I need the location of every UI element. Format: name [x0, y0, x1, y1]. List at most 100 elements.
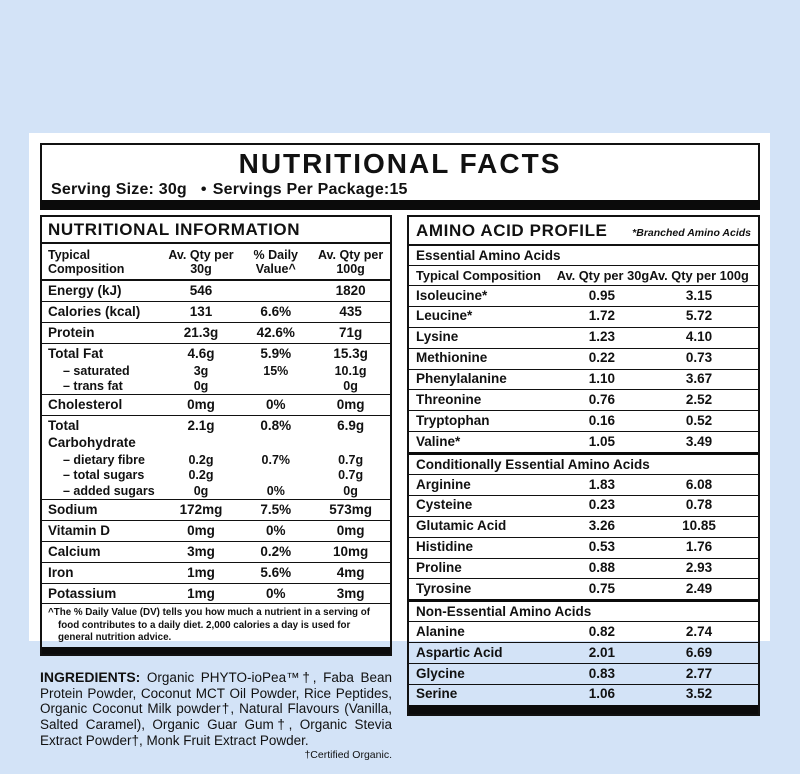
amino-acid-row: Isoleucine* 0.95 3.15	[409, 286, 758, 306]
amino-acid-name: Cysteine	[416, 497, 473, 513]
qty-30g-value: 0g	[193, 483, 209, 498]
amino-acid-row: Arginine 1.83 6.08	[409, 475, 758, 495]
nutrition-row: Vitamin D 0mg 0% 0mg	[42, 519, 390, 541]
amino-qty-100g-value: 4.10	[685, 329, 713, 345]
amino-acid-row: Proline 0.88 2.93	[409, 557, 758, 579]
nutrition-table-body: Energy (kJ) 546 1820 Calories (kcal) 131 6.6%…	[42, 281, 390, 603]
nutrition-row: – added sugars 0g 0% 0g	[42, 484, 390, 499]
amino-qty-30g-value: 0.76	[588, 391, 616, 407]
column-header-typical-composition: Typical Composition	[48, 248, 125, 276]
amino-acid-name: Threonine	[416, 391, 482, 407]
daily-value-percent: 0.2%	[260, 543, 292, 559]
daily-value-percent	[238, 283, 313, 300]
amino-acid-row: Lysine 1.23 4.10	[409, 326, 758, 348]
amino-acid-row: Threonine 0.76 2.52	[409, 389, 758, 410]
nutrient-label: – total sugars	[63, 468, 145, 483]
amino-acid-name: Valine*	[416, 433, 461, 449]
amino-section-header: Conditionally Essential Amino Acids	[409, 452, 758, 475]
nutrition-row: – dietary fibre 0.2g 0.7% 0.7g	[42, 453, 390, 468]
amino-qty-30g-value: 1.06	[588, 686, 616, 702]
amino-acid-row: Methionine 0.22 0.73	[409, 347, 758, 369]
qty-30g-value: 546	[189, 283, 213, 298]
nutrient-label: Cholesterol	[48, 397, 123, 413]
nutrition-row: Sodium 172mg 7.5% 573mg	[42, 499, 390, 520]
amino-acid-row: Histidine 0.53 1.76	[409, 536, 758, 558]
amino-qty-100g-value: 1.76	[685, 539, 713, 555]
amino-qty-100g-value: 2.52	[685, 391, 713, 407]
nutrition-row: Calories (kcal) 131 6.6% 435	[42, 300, 390, 322]
amino-acid-name: Arginine	[416, 476, 471, 492]
nutrient-label: Potassium	[48, 585, 117, 601]
amino-qty-30g-value: 0.82	[588, 623, 616, 639]
amino-qty-100g-value: 6.69	[685, 644, 713, 660]
amino-qty-100g-value: 3.67	[685, 371, 713, 386]
nutrition-row: Calcium 3mg 0.2% 10mg	[42, 540, 390, 562]
serving-size-text: Serving Size: 30g	[51, 181, 187, 198]
daily-value-percent: 0%	[266, 483, 285, 498]
amino-acid-row: Leucine* 1.72 5.72	[409, 305, 758, 327]
amino-acid-name: Methionine	[416, 350, 488, 366]
ingredients-text: Organic PHYTO-ioPea™†, Faba Bean Protein…	[40, 670, 392, 748]
label-header: NUTRITIONAL FACTS Serving Size: 30g • Serv…	[40, 143, 760, 200]
amino-qty-100g-value: 2.74	[685, 623, 713, 639]
certified-organic-note: †Certified Organic.	[304, 749, 392, 762]
daily-value-percent: 15%	[263, 363, 289, 378]
branched-amino-acids-note: *Branched Amino Acids	[632, 227, 751, 239]
qty-100g-value: 0.7g	[338, 452, 364, 467]
amino-qty-100g-value: 3.52	[685, 686, 713, 702]
daily-value-percent: 0%	[266, 585, 286, 601]
amino-acid-row: Cysteine 0.23 0.78	[409, 494, 758, 516]
nutrient-label: Iron	[48, 564, 74, 580]
daily-value-percent: 5.9%	[260, 345, 292, 361]
nutrient-label: Sodium	[48, 502, 98, 517]
amino-acid-row: Tyrosine 0.75 2.49	[409, 578, 758, 599]
amino-qty-30g-value: 0.83	[588, 665, 616, 681]
nutritional-information-title: NUTRITIONAL INFORMATION	[42, 217, 390, 244]
nutrition-table-bottom-bar	[42, 647, 390, 655]
nutrient-label: Energy (kJ)	[48, 283, 122, 298]
column-header-qty-100g: Av. Qty per 100g	[317, 248, 384, 276]
qty-30g-value: 21.3g	[183, 324, 219, 340]
nutrient-label: Vitamin D	[48, 522, 111, 538]
qty-100g-value: 71g	[338, 324, 363, 340]
amino-acid-row: Glutamic Acid 3.26 10.85	[409, 515, 758, 537]
amino-column-qty-30g: Av. Qty per 30g	[556, 268, 650, 283]
amino-acid-name: Histidine	[416, 539, 474, 555]
qty-100g-value: 3mg	[336, 585, 365, 601]
daily-value-percent: 0.8%	[260, 418, 292, 434]
header-divider-bar	[40, 200, 760, 210]
amino-qty-30g-value: 1.05	[588, 433, 616, 449]
amino-acid-row: Aspartic Acid 2.01 6.69	[409, 642, 758, 663]
serving-info: Serving Size: 30g • Servings Per Package:1…	[51, 181, 408, 199]
qty-30g-value: 3g	[193, 363, 209, 378]
amino-acid-name: Proline	[416, 560, 462, 575]
amino-qty-30g-value: 0.88	[588, 560, 616, 575]
qty-30g-value: 0.2g	[188, 452, 214, 467]
daily-value-percent: 5.6%	[260, 564, 292, 580]
nutrition-row: Energy (kJ) 546 1820	[42, 281, 390, 301]
nutrition-row: – trans fat 0g 0g	[42, 379, 390, 394]
qty-100g-value: 1820	[335, 283, 366, 298]
daily-value-percent: 0%	[266, 522, 286, 538]
page-title: NUTRITIONAL FACTS	[238, 148, 562, 179]
qty-30g-value: 2.1g	[187, 418, 215, 434]
amino-acid-name: Tryptophan	[416, 412, 490, 428]
servings-per-package-text: Servings Per Package:15	[212, 181, 408, 198]
amino-acid-name: Alanine	[416, 623, 465, 639]
amino-acid-row: Glycine 0.83 2.77	[409, 663, 758, 684]
amino-acid-profile-table: AMINO ACID PROFILE *Branched Amino Acids…	[407, 215, 760, 716]
qty-30g-value: 0mg	[187, 397, 215, 413]
qty-30g-value: 172mg	[179, 502, 223, 517]
nutrient-label: Protein	[48, 324, 95, 340]
amino-section-header: Essential Amino Acids	[409, 246, 758, 266]
qty-100g-value: 10mg	[332, 543, 369, 559]
amino-qty-30g-value: 3.26	[588, 518, 616, 534]
column-header-daily-value: % Daily Value^	[253, 248, 299, 276]
daily-value-percent: 0%	[266, 397, 286, 413]
nutrition-row: Total Carbohydrate 2.1g 0.8% 6.9g	[42, 415, 390, 453]
amino-column-qty-100g: Av. Qty per 100g	[649, 268, 749, 283]
ingredients-paragraph: INGREDIENTS: Organic PHYTO-ioPea™†, Faba…	[40, 669, 392, 748]
amino-acid-name: Tyrosine	[416, 580, 472, 596]
amino-acid-name: Aspartic Acid	[416, 644, 503, 660]
